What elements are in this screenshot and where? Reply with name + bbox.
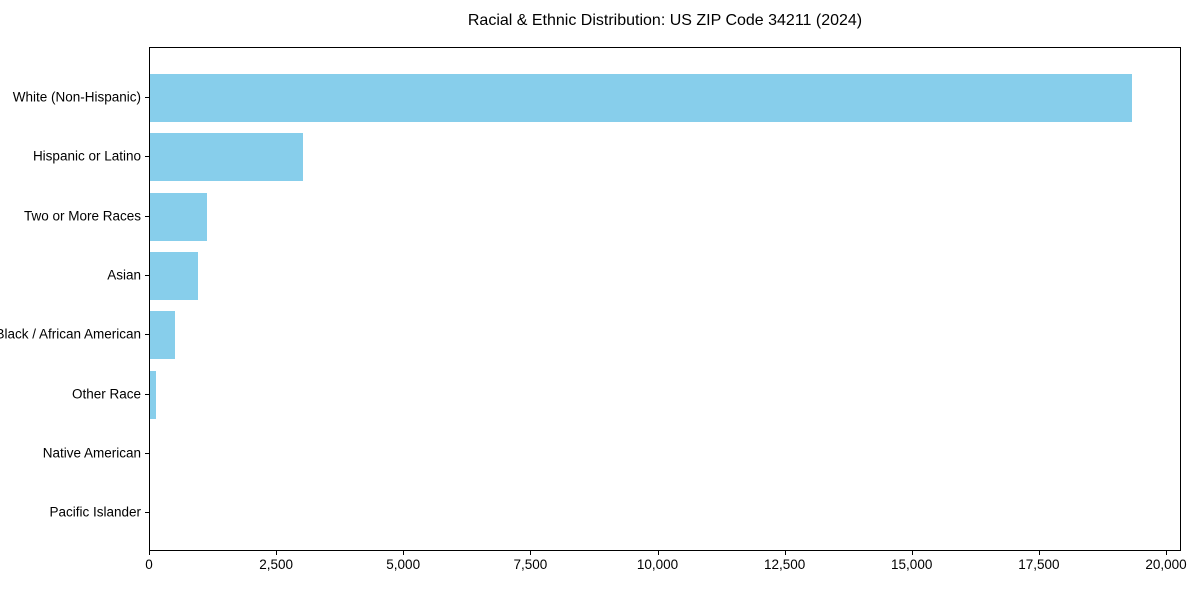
y-tick-label: Black / African American — [0, 326, 141, 342]
x-tick-label: 20,000 — [1145, 557, 1187, 572]
x-tick-label: 2,500 — [259, 557, 293, 572]
bar — [150, 311, 176, 360]
y-tick-mark — [145, 156, 149, 158]
y-tick-label: Pacific Islander — [49, 504, 141, 520]
x-tick-label: 5,000 — [386, 557, 421, 572]
bar — [150, 74, 1132, 122]
x-tick-label: 17,500 — [1018, 557, 1060, 572]
x-tick-mark — [276, 551, 278, 555]
y-tick-label: Two or More Races — [23, 208, 141, 224]
y-tick-mark — [145, 334, 149, 336]
y-tick-mark — [145, 97, 149, 98]
y-tick-label: Native American — [42, 445, 141, 461]
x-tick-mark — [1166, 551, 1167, 555]
x-tick-mark — [784, 551, 786, 555]
y-tick-mark — [145, 393, 149, 395]
y-tick-label: Hispanic or Latino — [32, 148, 141, 164]
x-tick-mark — [911, 551, 913, 555]
x-tick-label: 12,500 — [763, 557, 806, 572]
y-tick-mark — [145, 215, 149, 217]
x-tick-label: 15,000 — [891, 557, 933, 572]
plot-area — [149, 47, 1181, 551]
x-tick-mark — [149, 551, 150, 555]
x-tick-mark — [530, 551, 532, 555]
x-tick-mark — [1038, 551, 1040, 555]
y-tick-mark — [145, 512, 149, 514]
x-tick-label: 10,000 — [636, 557, 679, 572]
chart-title: Racial & Ethnic Distribution: US ZIP Cod… — [467, 12, 863, 29]
y-tick-label: White (Non-Hispanic) — [12, 89, 141, 105]
x-tick-mark — [657, 551, 659, 555]
y-tick-mark — [145, 274, 149, 276]
x-tick-label: 7,500 — [513, 557, 548, 572]
y-tick-label: Asian — [107, 267, 141, 283]
bar — [150, 251, 198, 300]
x-tick-mark — [403, 551, 405, 555]
bar — [150, 192, 207, 241]
x-tick-label: 0 — [145, 557, 153, 572]
bar — [150, 133, 303, 182]
y-tick-mark — [145, 452, 149, 454]
y-tick-label: Other Race — [71, 386, 141, 401]
bar — [150, 370, 156, 419]
